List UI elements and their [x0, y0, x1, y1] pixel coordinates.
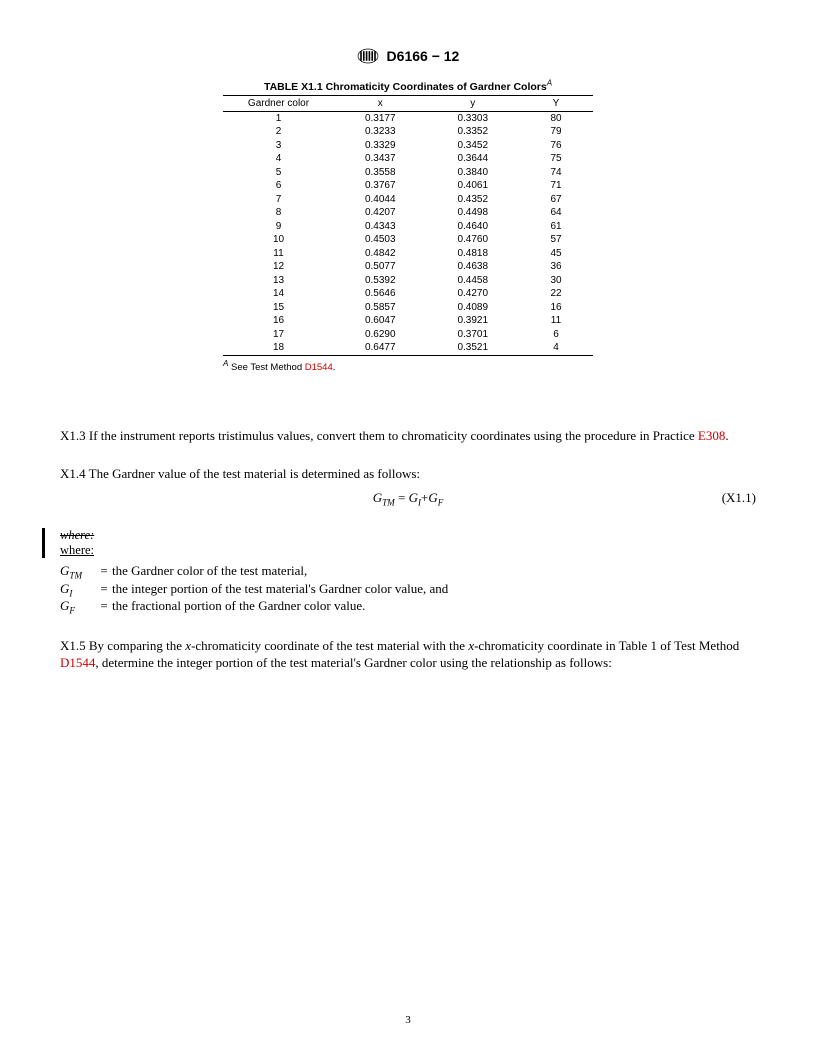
- revision-change: where: where:: [60, 528, 756, 558]
- table-row: 180.64770.35214: [223, 342, 593, 356]
- table-row: 110.48420.481845: [223, 247, 593, 261]
- table-row: 150.58570.408916: [223, 301, 593, 315]
- col-y: y: [427, 96, 520, 112]
- table-row: 100.45030.476057: [223, 234, 593, 248]
- chromaticity-table: Gardner color x y Y 10.31770.33038020.32…: [223, 95, 593, 356]
- definition-symbol: GF: [60, 597, 96, 615]
- table-row: 40.34370.364475: [223, 153, 593, 167]
- table-row: 130.53920.445830: [223, 274, 593, 288]
- table-title-sup: A: [547, 79, 552, 88]
- page-number: 3: [0, 1014, 816, 1026]
- definition-row: GTM=the Gardner color of the test materi…: [60, 562, 756, 580]
- table-row: 70.40440.435267: [223, 193, 593, 207]
- definition-row: GI=the integer portion of the test mater…: [60, 580, 756, 598]
- equation-x1-1: GTM = GI+GF (X1.1): [60, 490, 756, 506]
- col-gardner: Gardner color: [223, 96, 334, 112]
- change-bar-icon: [42, 528, 45, 558]
- table-row: 20.32330.335279: [223, 126, 593, 140]
- deleted-where: where:: [60, 528, 756, 543]
- definition-symbol: GI: [60, 580, 96, 598]
- astm-logo-icon: [357, 48, 379, 67]
- added-where: where:: [60, 543, 756, 558]
- definition-row: GF=the fractional portion of the Gardner…: [60, 597, 756, 615]
- para-x1-5: X1.5 By comparing the x-chromaticity coo…: [60, 637, 756, 672]
- definition-symbol: GTM: [60, 562, 96, 580]
- link-d1544[interactable]: D1544: [305, 362, 333, 373]
- table-row: 30.33290.345276: [223, 139, 593, 153]
- link-e308[interactable]: E308: [698, 428, 725, 443]
- table-row: 170.62900.37016: [223, 328, 593, 342]
- table-row: 140.56460.427022: [223, 288, 593, 302]
- table-header-row: Gardner color x y Y: [223, 96, 593, 112]
- table-row: 120.50770.463836: [223, 261, 593, 275]
- table-row: 50.35580.384074: [223, 166, 593, 180]
- table-row: 160.60470.392111: [223, 315, 593, 329]
- table-x1-1: TABLE X1.1 Chromaticity Coordinates of G…: [223, 81, 593, 356]
- definition-desc: the integer portion of the test material…: [112, 580, 756, 598]
- col-cap-y: Y: [519, 96, 593, 112]
- link-d1544-para[interactable]: D1544: [60, 655, 95, 670]
- table-row: 90.43430.464061: [223, 220, 593, 234]
- equation-body: GTM: [373, 490, 395, 505]
- para-x1-4: X1.4 The Gardner value of the test mater…: [60, 465, 756, 483]
- table-title: TABLE X1.1 Chromaticity Coordinates of G…: [223, 81, 593, 93]
- table-footnote: A See Test Method D1544.: [223, 362, 593, 373]
- table-row: 10.31770.330380: [223, 112, 593, 126]
- para-x1-3: X1.3 If the instrument reports tristimul…: [60, 427, 756, 445]
- document-header: D6166 − 12: [60, 48, 756, 67]
- definition-desc: the fractional portion of the Gardner co…: [112, 597, 756, 615]
- col-x: x: [334, 96, 427, 112]
- designation: D6166 − 12: [387, 48, 460, 64]
- variable-definitions: GTM=the Gardner color of the test materi…: [60, 562, 756, 615]
- table-row: 60.37670.406171: [223, 180, 593, 194]
- equation-number: (X1.1): [722, 490, 756, 506]
- table-row: 80.42070.449864: [223, 207, 593, 221]
- definition-desc: the Gardner color of the test material,: [112, 562, 756, 580]
